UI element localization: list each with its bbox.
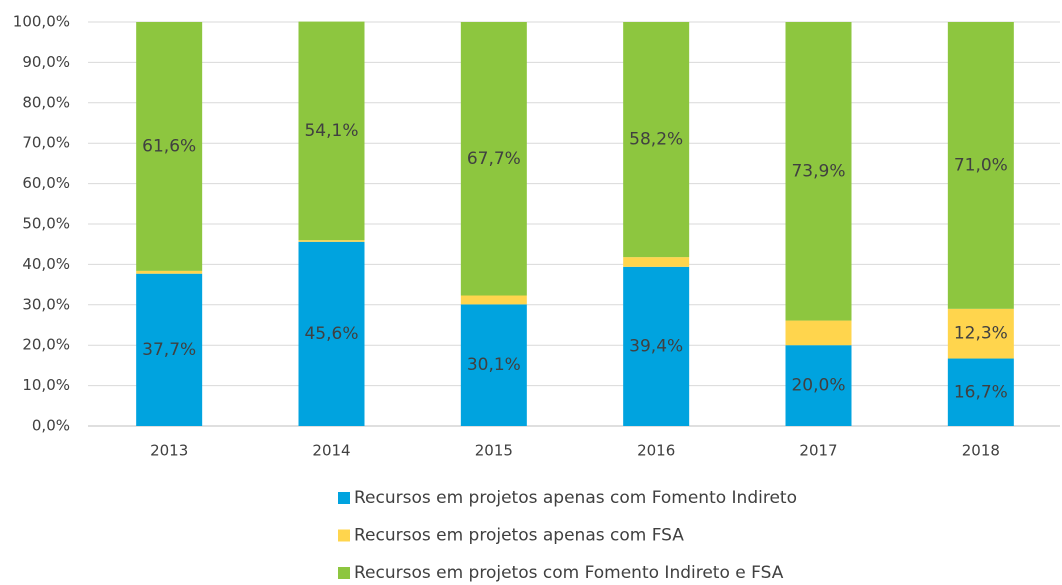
bar-segment [298, 240, 365, 242]
x-tick-label: 2015 [475, 442, 513, 460]
bar-segment [136, 22, 203, 271]
bar-segment [623, 22, 690, 258]
data-label: 58,2% [629, 130, 683, 150]
bar-segment [785, 22, 852, 321]
bar-segment [298, 21, 365, 241]
y-tick-label: 90,0% [22, 53, 70, 71]
bar-segment [785, 320, 852, 346]
y-tick-label: 40,0% [22, 255, 70, 273]
bar-segment [298, 241, 365, 426]
data-label: 39,4% [629, 336, 683, 356]
data-label: 20,0% [791, 376, 845, 396]
legend-label: Recursos em projetos apenas com FSA [354, 526, 684, 546]
y-tick-label: 0,0% [32, 417, 70, 435]
legend-swatch [338, 492, 350, 504]
data-label: 12,3% [954, 324, 1008, 344]
x-tick-label: 2014 [312, 442, 350, 460]
data-label: 61,6% [142, 136, 196, 156]
data-label: 71,0% [954, 155, 1008, 175]
y-tick-label: 50,0% [22, 215, 70, 233]
y-tick-label: 100,0% [13, 13, 70, 31]
x-tick-label: 2017 [799, 442, 837, 460]
data-label: 37,7% [142, 340, 196, 360]
bar-segment [623, 257, 690, 267]
x-tick-label: 2018 [962, 442, 1000, 460]
bar-segment [947, 358, 1014, 426]
data-label: 16,7% [954, 382, 1008, 402]
bar-segment [785, 345, 852, 426]
y-tick-label: 80,0% [22, 93, 70, 111]
y-tick-label: 30,0% [22, 295, 70, 313]
bar-segment [460, 22, 527, 296]
data-label: 67,7% [467, 149, 521, 169]
legend-swatch [338, 567, 350, 579]
bar-segment [623, 266, 690, 426]
x-tick-label: 2013 [150, 442, 188, 460]
bar-segment [136, 273, 203, 426]
data-label: 54,1% [304, 121, 358, 141]
y-tick-label: 60,0% [22, 174, 70, 192]
data-label: 45,6% [304, 324, 358, 344]
x-tick-label: 2016 [637, 442, 675, 460]
bar-segment [947, 22, 1014, 309]
y-tick-label: 20,0% [22, 336, 70, 354]
bar-segment [460, 295, 527, 305]
data-label: 73,9% [791, 161, 845, 181]
bar-segment [460, 304, 527, 426]
legend-label: Recursos em projetos apenas com Fomento … [354, 488, 797, 508]
y-tick-label: 10,0% [22, 376, 70, 394]
bar-segment [136, 270, 203, 274]
y-tick-label: 70,0% [22, 134, 70, 152]
legend-swatch [338, 529, 350, 542]
legend-label: Recursos em projetos com Fomento Indiret… [354, 563, 784, 583]
bar-segment [947, 308, 1014, 359]
data-label: 30,1% [467, 355, 521, 375]
